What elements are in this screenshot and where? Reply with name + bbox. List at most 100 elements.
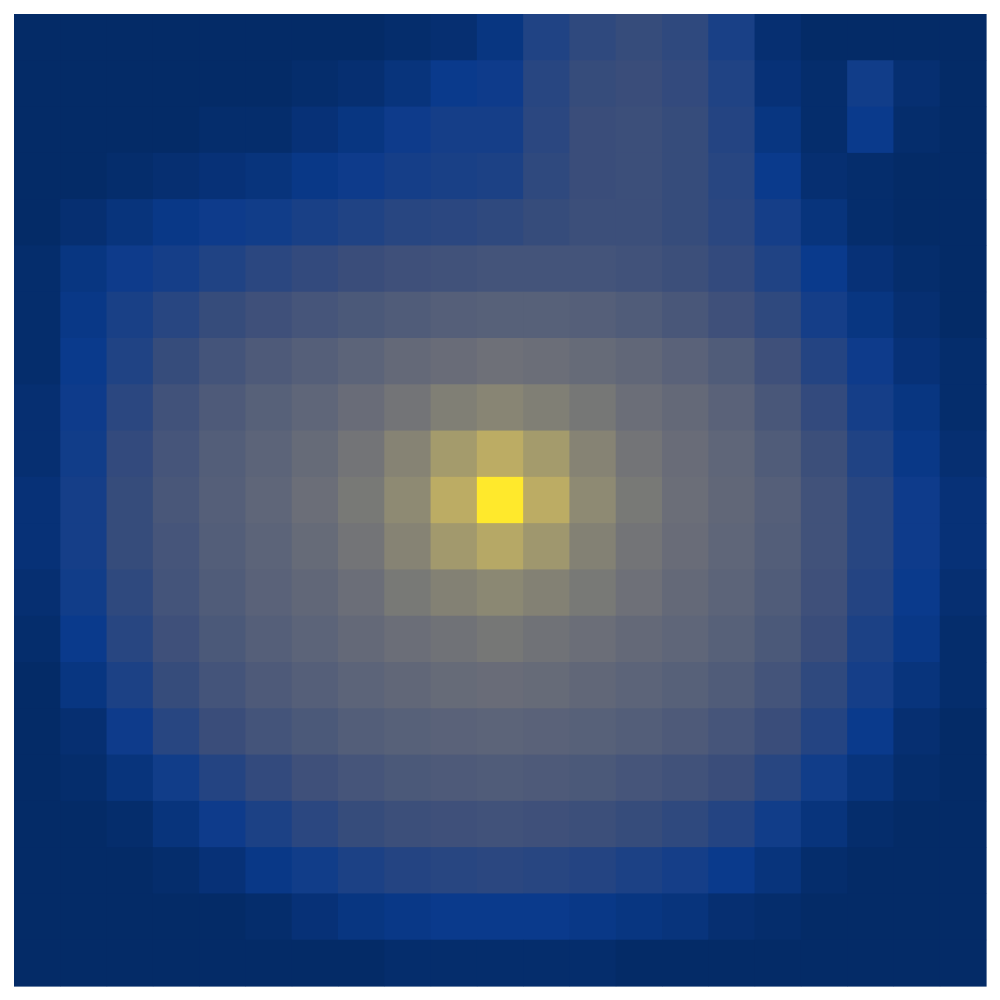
heatmap-cell (847, 106, 895, 154)
heatmap-cell (939, 615, 987, 663)
heatmap-cell (708, 523, 756, 571)
heatmap-cell (569, 245, 617, 293)
heatmap-cell (291, 476, 339, 524)
heatmap-cell (662, 754, 709, 802)
heatmap-cell (800, 199, 848, 247)
heatmap-cell (615, 662, 663, 709)
heatmap-cell (615, 199, 663, 247)
heatmap-cell (152, 152, 200, 200)
heatmap-cell (199, 569, 247, 617)
heatmap-cell (523, 199, 571, 247)
heatmap-cell (569, 800, 617, 848)
heatmap-cell (14, 523, 61, 571)
heatmap-cell (847, 199, 895, 247)
heatmap-cell (430, 384, 478, 432)
heatmap-cell (662, 523, 709, 571)
heatmap-cell (800, 245, 848, 293)
heatmap-cell (14, 893, 61, 941)
heatmap-cell (708, 708, 756, 756)
heatmap-cell (939, 245, 987, 293)
heatmap-cell (106, 152, 154, 200)
heatmap-cell (60, 800, 108, 848)
heatmap-cell (199, 338, 247, 385)
heatmap-cell (430, 14, 478, 61)
heatmap-cell (523, 338, 571, 385)
heatmap-cell (662, 569, 709, 617)
heatmap-cell (847, 291, 895, 339)
heatmap-cell (384, 291, 432, 339)
heatmap-cell (708, 245, 756, 293)
heatmap-cell (106, 476, 154, 524)
heatmap-cell (615, 60, 663, 108)
heatmap-cell (338, 800, 385, 848)
heatmap-cell (476, 569, 524, 617)
heatmap-cell (847, 384, 895, 432)
heatmap-cell (430, 847, 478, 895)
heatmap-cell (523, 569, 571, 617)
heatmap-cell (754, 615, 802, 663)
heatmap-cell (245, 847, 293, 895)
heatmap-cell (106, 662, 154, 709)
heatmap-cell (430, 893, 478, 941)
heatmap-cell (893, 800, 941, 848)
heatmap-cell (291, 199, 339, 247)
heatmap-cell (338, 106, 385, 154)
heatmap-cell (152, 708, 200, 756)
heatmap-cell (569, 615, 617, 663)
heatmap-cell (847, 245, 895, 293)
heatmap-cell (708, 939, 756, 987)
heatmap-cell (800, 338, 848, 385)
heatmap-cell (245, 245, 293, 293)
heatmap-cell (754, 245, 802, 293)
heatmap-cell (245, 430, 293, 478)
heatmap-cell (14, 152, 61, 200)
heatmap-cell (847, 847, 895, 895)
heatmap-cell (800, 708, 848, 756)
heatmap-cell (106, 615, 154, 663)
heatmap-cell (754, 338, 802, 385)
heatmap-cell (152, 106, 200, 154)
heatmap-cell (754, 523, 802, 571)
heatmap-cell (615, 893, 663, 941)
heatmap-cell (847, 939, 895, 987)
heatmap-cell (893, 291, 941, 339)
heatmap-cell (847, 569, 895, 617)
heatmap-cell (523, 939, 571, 987)
heatmap-cell (708, 338, 756, 385)
heatmap-cell (476, 847, 524, 895)
heatmap-cell (615, 939, 663, 987)
heatmap-cell (893, 60, 941, 108)
heatmap-cell (569, 569, 617, 617)
heatmap-cell (754, 893, 802, 941)
heatmap-cell (384, 245, 432, 293)
heatmap-cell (708, 847, 756, 895)
heatmap-cell (338, 708, 385, 756)
heatmap-cell (384, 152, 432, 200)
heatmap-cell (291, 847, 339, 895)
heatmap-cell (754, 847, 802, 895)
heatmap-cell (800, 523, 848, 571)
heatmap-cell (523, 430, 571, 478)
heatmap-cell (60, 523, 108, 571)
heatmap-cell (14, 847, 61, 895)
heatmap-cell (106, 569, 154, 617)
heatmap-cell (338, 384, 385, 432)
heatmap-cell (800, 662, 848, 709)
heatmap-cell (615, 476, 663, 524)
heatmap-cell (893, 338, 941, 385)
heatmap-cell (384, 14, 432, 61)
heatmap-cell (939, 60, 987, 108)
heatmap-cell (106, 199, 154, 247)
heatmap-cell (245, 800, 293, 848)
heatmap-cell (152, 384, 200, 432)
heatmap-cell (615, 615, 663, 663)
heatmap-cell (106, 523, 154, 571)
heatmap-cell (291, 14, 339, 61)
heatmap-cell (338, 754, 385, 802)
heatmap-cell (476, 14, 524, 61)
heatmap-cell (199, 384, 247, 432)
heatmap-cell (106, 847, 154, 895)
heatmap-cell (939, 800, 987, 848)
heatmap-cell (708, 569, 756, 617)
heatmap-cell (60, 615, 108, 663)
